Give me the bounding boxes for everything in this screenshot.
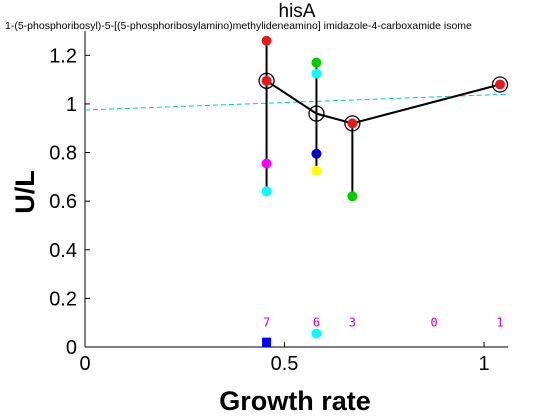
count-label: 1	[496, 316, 503, 330]
plot-area: 0 0.5 1 0 0.2 0.4 0.6 0.8 1 1.2 7 6 3 0 1	[49, 31, 509, 375]
y-tick-label: 1	[66, 94, 77, 116]
data-point	[495, 79, 506, 90]
data-point	[311, 68, 322, 79]
y-tick-label: 0.4	[49, 240, 77, 262]
mean-marker	[344, 115, 361, 132]
data-point	[261, 158, 272, 169]
x-tick-label: 1	[478, 353, 489, 375]
chart-subtitle: 1-(5-phosphoribosyl)-5-[(5-phosphoribosy…	[5, 20, 472, 32]
chart-title: hisA	[279, 1, 316, 22]
y-tick-label: 0.6	[49, 191, 77, 213]
y-tick-label: 0	[66, 337, 77, 359]
fit-line	[84, 93, 509, 111]
x-tick-label: 0	[79, 353, 90, 375]
y-tick-label: 0.8	[49, 143, 77, 165]
count-label: 7	[263, 316, 270, 330]
y-tick-label: 0.2	[49, 288, 77, 310]
count-label: 6	[313, 316, 320, 330]
count-label: 3	[349, 316, 356, 330]
x-axis-label: Growth rate	[219, 386, 371, 416]
data-point	[311, 57, 322, 68]
bottom-marker	[311, 328, 322, 339]
x-tick-label: 0.5	[271, 353, 299, 375]
y-tick-label: 1.2	[49, 45, 77, 67]
data-point	[261, 186, 272, 197]
mean-marker	[258, 72, 275, 89]
plot-background	[85, 31, 508, 347]
count-label: 0	[431, 316, 438, 330]
y-axis-label: U/L	[10, 170, 40, 214]
data-point	[347, 191, 358, 202]
data-point	[261, 35, 272, 46]
data-point	[347, 118, 358, 129]
data-point	[311, 165, 322, 176]
mean-marker	[308, 105, 325, 122]
data-point	[261, 75, 272, 86]
mean-line	[266, 79, 501, 125]
bottom-marker	[262, 337, 272, 347]
mean-marker	[491, 76, 509, 93]
data-point	[311, 148, 322, 159]
